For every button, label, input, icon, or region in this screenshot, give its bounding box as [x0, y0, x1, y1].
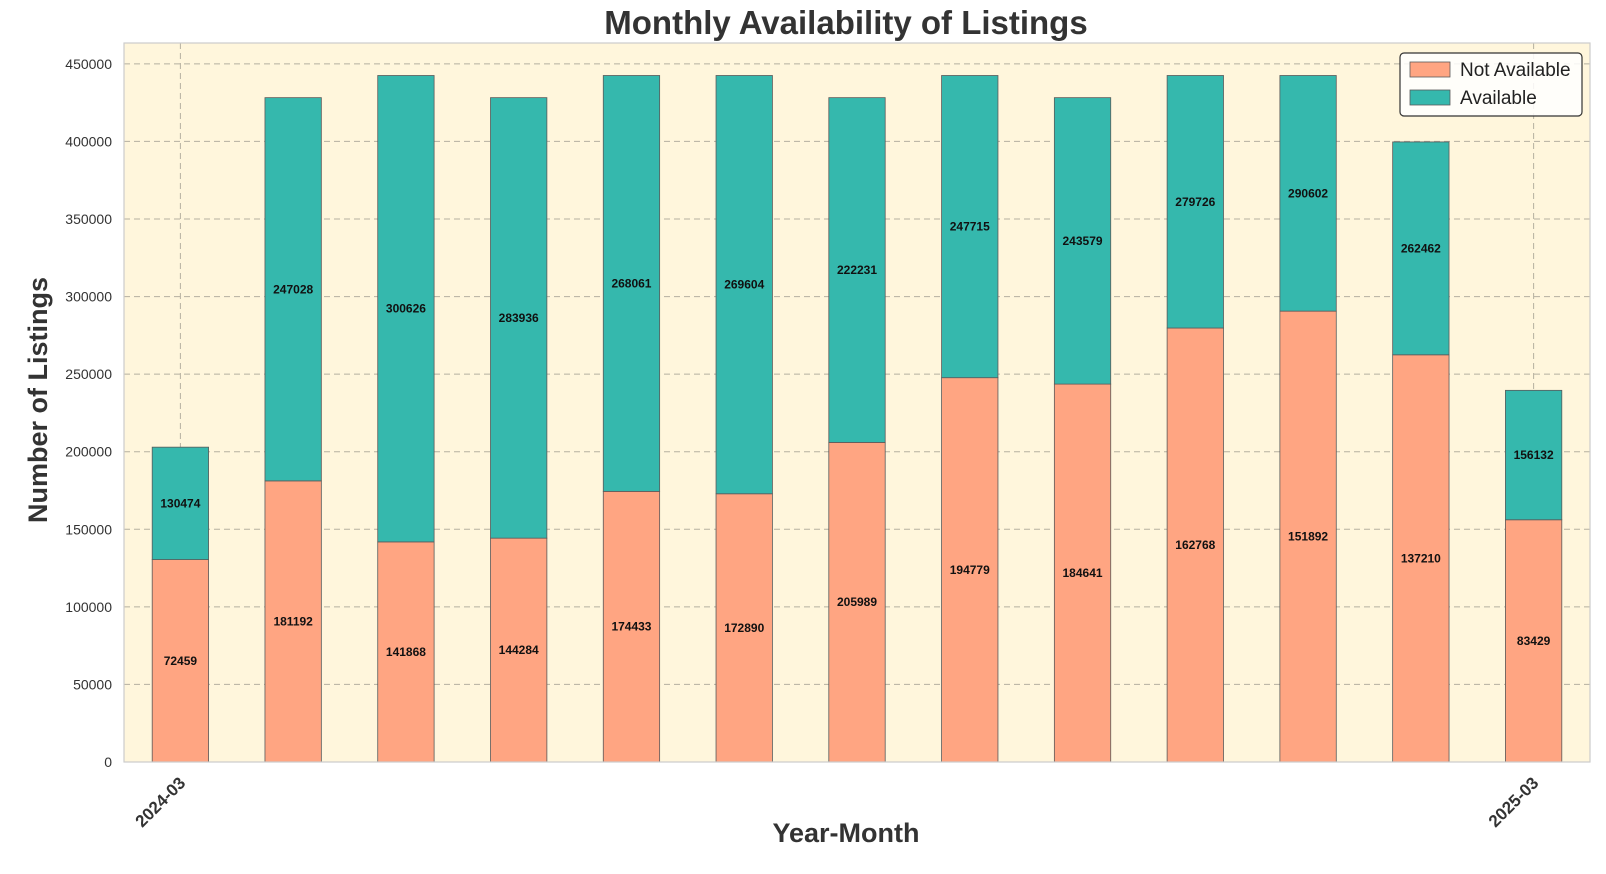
y-tick-label: 50000	[73, 676, 112, 692]
data-label-available: 222231	[837, 263, 877, 277]
data-label-available: 290602	[1288, 186, 1328, 200]
bar-not-available	[1505, 519, 1563, 763]
data-label-not-available: 144284	[499, 643, 539, 657]
bar-available	[377, 75, 435, 543]
data-label-available: 247715	[950, 220, 990, 234]
data-label-available: 247028	[273, 282, 313, 296]
data-label-available: 156132	[1514, 448, 1554, 462]
bar-available	[828, 97, 886, 443]
y-tick-label: 300000	[65, 289, 112, 305]
data-label-not-available: 151892	[1288, 530, 1328, 544]
data-labels: 72459 130474 181192 247028 141868 300626 14428…	[160, 186, 1554, 667]
bar-available	[602, 75, 661, 492]
x-tick-label: 2025-03	[1485, 773, 1543, 831]
legend-label-available: Available	[1460, 88, 1537, 109]
y-tick-label: 400000	[65, 133, 112, 149]
data-label-not-available: 174433	[611, 620, 651, 634]
bar-available	[941, 75, 999, 379]
data-label-not-available: 205989	[837, 595, 877, 609]
data-label-not-available: 194779	[950, 563, 990, 577]
bar-not-available	[1166, 327, 1224, 763]
data-label-available: 300626	[386, 302, 426, 316]
y-tick-label: 450000	[65, 56, 112, 72]
data-label-available: 243579	[1063, 234, 1103, 248]
bars	[151, 75, 1563, 763]
bar-available	[264, 97, 322, 482]
data-label-not-available: 184641	[1063, 566, 1103, 580]
data-label-not-available: 83429	[1517, 634, 1551, 648]
y-tick-label: 250000	[65, 366, 112, 382]
bar-available	[1279, 75, 1337, 312]
x-axis-label: Year-Month	[772, 818, 919, 848]
x-tick-label: 2024-03	[132, 773, 190, 831]
bar-not-available	[715, 493, 773, 763]
data-label-not-available: 137210	[1401, 551, 1441, 565]
y-axis-label: Number of Listings	[23, 277, 53, 523]
legend-label-not-available: Not Available	[1460, 60, 1571, 81]
bar-available	[715, 75, 773, 495]
bar-not-available	[151, 559, 209, 763]
y-axis-ticks: 0 50000 100000 150000 200000 250000 300000 3500…	[65, 56, 112, 770]
bar-not-available	[490, 537, 548, 763]
legend-swatch-not-available	[1409, 61, 1451, 78]
data-label-available: 279726	[1175, 195, 1215, 209]
data-label-available: 130474	[160, 496, 200, 510]
data-label-available: 269604	[724, 278, 764, 292]
bar-not-available	[1053, 383, 1112, 763]
data-label-available: 262462	[1401, 241, 1441, 255]
data-label-not-available: 162768	[1175, 538, 1215, 552]
data-label-available: 283936	[499, 311, 539, 325]
bar-available	[1392, 141, 1450, 356]
y-tick-label: 100000	[65, 599, 112, 615]
bar-available	[1505, 389, 1563, 521]
y-tick-label: 200000	[65, 444, 112, 460]
bar-available	[1166, 75, 1224, 329]
bar-available	[490, 97, 548, 539]
data-label-available: 268061	[611, 276, 651, 290]
bar-available	[1053, 97, 1112, 385]
data-label-not-available: 181192	[273, 614, 313, 628]
chart-title: Monthly Availability of Listings	[604, 4, 1087, 41]
bar-available	[151, 446, 209, 560]
y-tick-label: 0	[104, 754, 112, 770]
y-tick-label: 350000	[65, 211, 112, 227]
data-label-not-available: 172890	[724, 621, 764, 635]
data-label-not-available: 141868	[386, 645, 426, 659]
y-tick-label: 150000	[65, 521, 112, 537]
legend: Not Available Available	[1399, 52, 1583, 117]
data-label-not-available: 72459	[164, 654, 198, 668]
bar-not-available	[1392, 354, 1450, 763]
plot-frame	[123, 42, 1591, 763]
bar-not-available	[941, 377, 999, 763]
legend-swatch-available	[1409, 89, 1451, 106]
bar-not-available	[377, 541, 435, 763]
